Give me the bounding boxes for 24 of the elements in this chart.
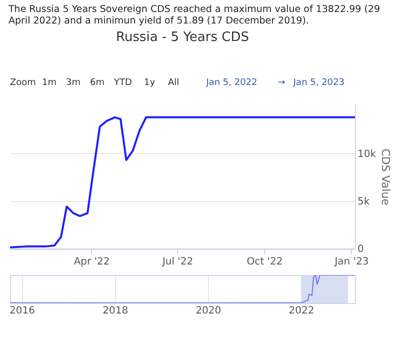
- text: 1y: [144, 78, 156, 88]
- x-tick-label: Apr '22: [74, 256, 110, 268]
- x-tick-label: 2022: [288, 306, 314, 316]
- text: 6m: [90, 78, 104, 88]
- text: All: [168, 78, 180, 88]
- chart-title: Russia - 5 Years CDS: [116, 30, 249, 45]
- text: Zoom: [10, 78, 36, 88]
- text: 1m: [42, 78, 56, 88]
- text: 3m: [66, 78, 80, 88]
- x-tick-label: Jan '23: [334, 256, 369, 268]
- x-tick-label: 2016: [9, 306, 35, 316]
- text: YTD: [113, 78, 132, 88]
- y-tick-label: 10k: [358, 148, 376, 160]
- x-tick-label: 2018: [102, 306, 128, 316]
- y-tick-label: 0: [358, 244, 364, 255]
- text: Jan 5, 2022: [205, 78, 258, 88]
- x-tick-label: 2020: [196, 306, 222, 316]
- x-tick-label: Jul '22: [161, 256, 194, 268]
- text: The Russia 5 Years Sovereign CDS reached a maximum value of 13822.99 (29 April 2022) and a minimun yield of 51.89 (17 December 2019).: [7, 4, 380, 26]
- x-tick-label: Oct '22: [246, 256, 283, 268]
- y-tick-label: 5k: [358, 196, 370, 208]
- y-axis-title: CDS Value: [379, 148, 392, 206]
- text: Jan 5, 2023: [292, 78, 344, 88]
- text: →: [278, 78, 286, 88]
